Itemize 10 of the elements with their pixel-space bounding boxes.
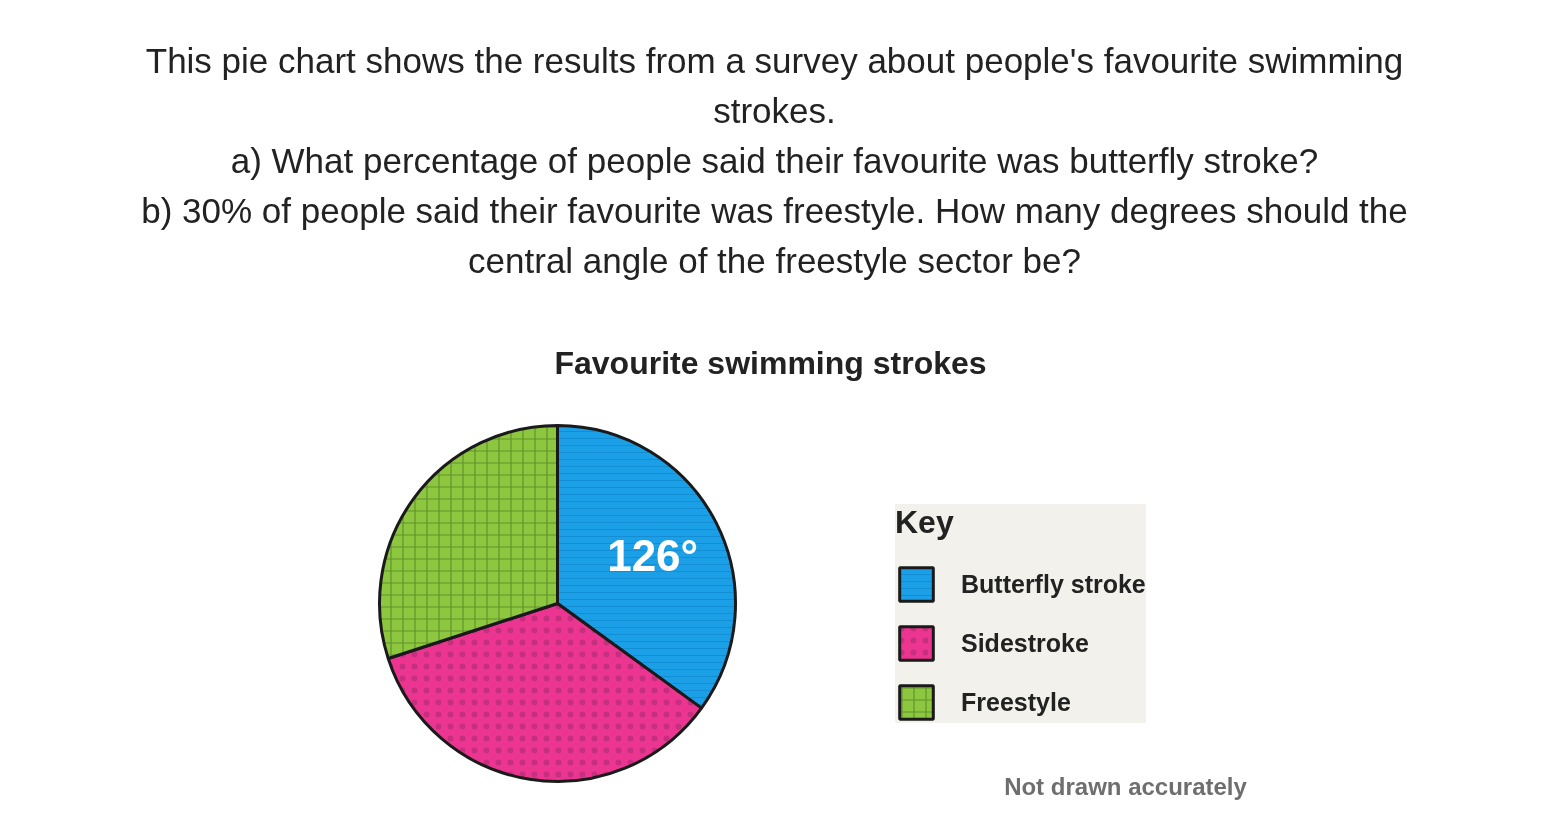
text: b) 30% of people said their favourite was freestyle. How many degrees should the central angle of the freestyle sector be? bbox=[141, 190, 1408, 280]
text: This pie chart shows the results from a survey about people's favourite swimming strokes. bbox=[145, 40, 1404, 130]
text: a) What percentage of people said their favourite was butterfly stroke? bbox=[230, 140, 1319, 180]
text: Not drawn accurately bbox=[1004, 773, 1248, 800]
legend-title: Key bbox=[895, 504, 955, 541]
chart-title: Favourite swimming strokes bbox=[554, 344, 987, 381]
legend-label: Butterfly stroke bbox=[961, 568, 1146, 600]
data-label: 126° bbox=[607, 530, 699, 580]
legend-label: Freestyle bbox=[961, 686, 1071, 718]
legend-label: Sidestroke bbox=[961, 627, 1089, 659]
